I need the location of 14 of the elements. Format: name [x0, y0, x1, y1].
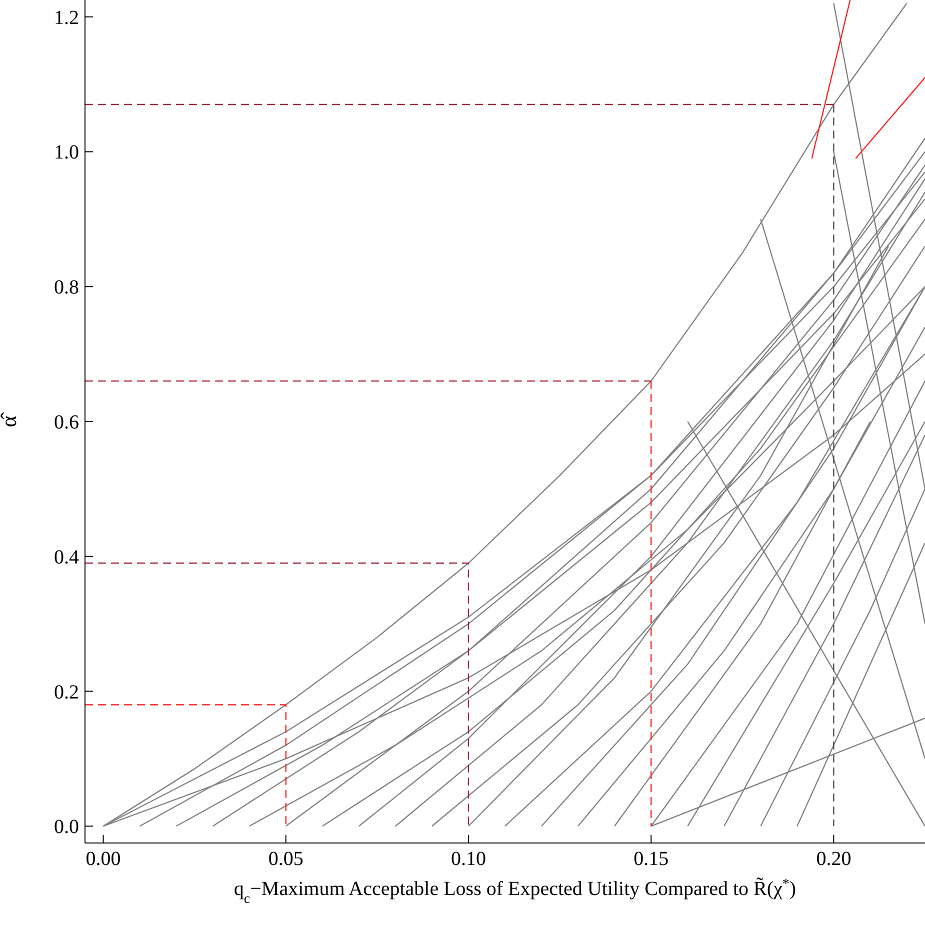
y-tick-label: 1.2 [54, 6, 79, 29]
y-tick-label: 0.2 [54, 681, 79, 704]
y-axis-title: α̂ [0, 412, 21, 428]
y-tick-label: 0.8 [54, 276, 79, 299]
y-tick-label: 0.4 [54, 546, 79, 568]
x-tick-label: 0.10 [450, 848, 486, 870]
x-tick-label: 0.20 [816, 848, 852, 870]
x-tick-label: 0.00 [86, 848, 121, 870]
y-tick-label: 1.0 [54, 142, 79, 164]
x-tick-label: 0.05 [268, 848, 304, 870]
x-tick-label: 0.15 [634, 848, 669, 870]
x-axis-title: q$_{c}$−Maximum Acceptable Loss of Expected Utility Compared to R̃(χ$^{*}$) [234, 876, 796, 906]
y-tick-label: 0.6 [54, 412, 79, 434]
y-tick-label: 0.0 [54, 816, 79, 838]
